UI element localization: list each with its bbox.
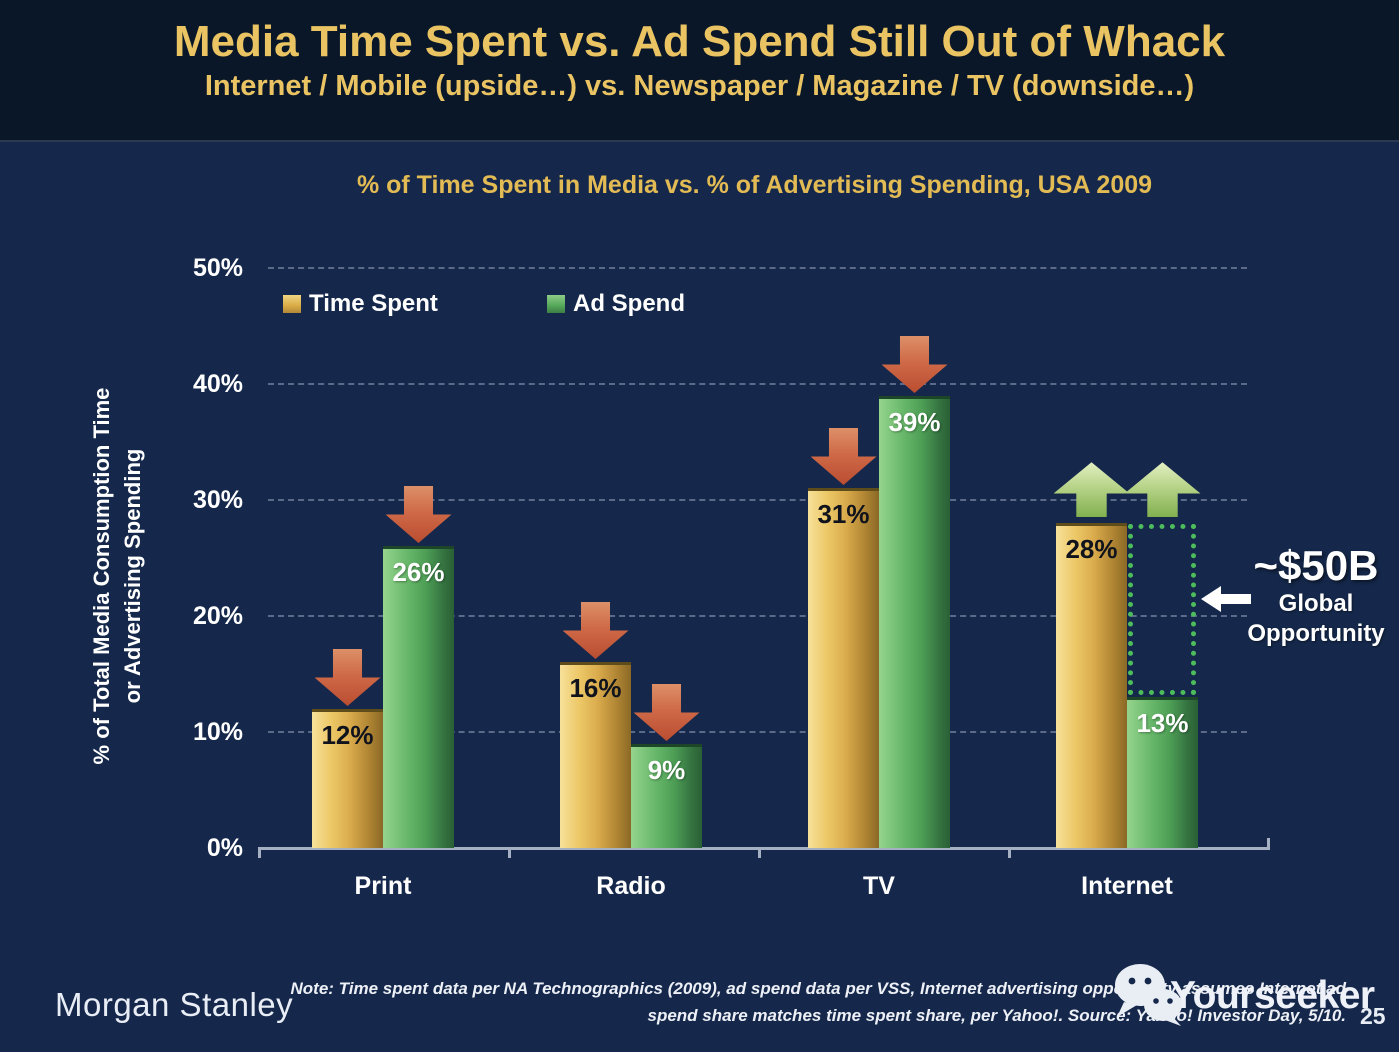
x-axis-line: [258, 847, 1270, 850]
category-label: Radio: [596, 872, 666, 900]
bar-time-spent-tv: 31%: [808, 488, 879, 848]
gridline: [268, 267, 1247, 269]
legend-label-time-spent: Time Spent: [309, 290, 438, 317]
trend-up-arrow-icon: [1124, 462, 1201, 518]
legend-item-ad-spend: Ad Spend: [547, 290, 685, 317]
x-axis-tick: [1267, 838, 1270, 848]
category-label: TV: [863, 872, 895, 900]
gridline: [268, 383, 1247, 385]
opportunity-callout: ~$50B Global Opportunity: [1240, 543, 1392, 649]
y-axis-tick-label: 20%: [192, 602, 243, 630]
trend-down-arrow-icon: [810, 428, 877, 485]
x-axis-tick: [758, 848, 761, 858]
bar-value-label: 16%: [569, 673, 622, 703]
slide-subtitle: Internet / Mobile (upside…) vs. Newspape…: [204, 70, 1195, 102]
bar-ad-spend-internet: 13%: [1127, 697, 1198, 848]
slide-title: Media Time Spent vs. Ad Spend Still Out …: [173, 17, 1226, 66]
opportunity-label-line2: Opportunity: [1247, 620, 1385, 647]
opportunity-amount: ~$50B: [1253, 542, 1379, 589]
morgan-stanley-logo: Morgan Stanley: [55, 986, 294, 1023]
bar-ad-spend-radio: 9%: [631, 744, 702, 848]
bar-value-label: 28%: [1065, 534, 1118, 564]
bar-value-label: 12%: [321, 720, 374, 750]
bar-value-label: 31%: [817, 499, 870, 529]
y-axis-tick-label: 10%: [192, 718, 243, 746]
bar-value-label: 26%: [392, 557, 445, 587]
category-label: Internet: [1081, 872, 1173, 900]
chart-title: % of Time Spent in Media vs. % of Advert…: [356, 171, 1153, 199]
category-label: Print: [354, 872, 412, 900]
bar-value-label: 39%: [888, 407, 941, 437]
bar-ad-spend-tv: 39%: [879, 396, 950, 848]
legend-item-time-spent: Time Spent: [283, 290, 438, 317]
y-axis-tick-label: 30%: [192, 486, 243, 514]
bar-time-spent-radio: 16%: [560, 662, 631, 848]
trend-down-arrow-icon: [314, 649, 381, 706]
legend-label-ad-spend: Ad Spend: [573, 290, 685, 317]
time-spent-swatch-icon: [283, 295, 301, 313]
opportunity-gap-box: [1128, 524, 1196, 696]
watermark-text: Yourseeker: [1170, 974, 1375, 1017]
trend-up-arrow-icon: [1053, 462, 1130, 518]
y-axis-tick-label: 0%: [206, 834, 243, 862]
page-number: 25: [1360, 1003, 1386, 1029]
gridline: [268, 499, 1247, 501]
opportunity-label-line1: Global: [1278, 590, 1354, 617]
bar-value-label: 13%: [1136, 708, 1189, 738]
x-axis-tick: [1008, 848, 1011, 858]
gridline: [268, 731, 1247, 733]
wechat-icon: [1115, 964, 1182, 1026]
slide-header: Media Time Spent vs. Ad Spend Still Out …: [0, 0, 1399, 142]
source-note-line1: Note: Time spent data per NA Technograph…: [290, 979, 1347, 998]
bar-ad-spend-print: 26%: [383, 546, 454, 848]
trend-down-arrow-icon: [562, 602, 629, 659]
gridline: [268, 615, 1247, 617]
trend-down-arrow-icon: [385, 486, 452, 543]
y-axis-tick-label: 50%: [192, 254, 243, 282]
ad-spend-swatch-icon: [547, 295, 565, 313]
bar-time-spent-internet: 28%: [1056, 523, 1127, 848]
x-axis-tick: [508, 848, 511, 858]
y-axis-tick-label: 40%: [192, 370, 243, 398]
bar-time-spent-print: 12%: [312, 709, 383, 848]
bar-value-label: 9%: [647, 755, 686, 785]
x-axis-tick: [258, 848, 261, 858]
